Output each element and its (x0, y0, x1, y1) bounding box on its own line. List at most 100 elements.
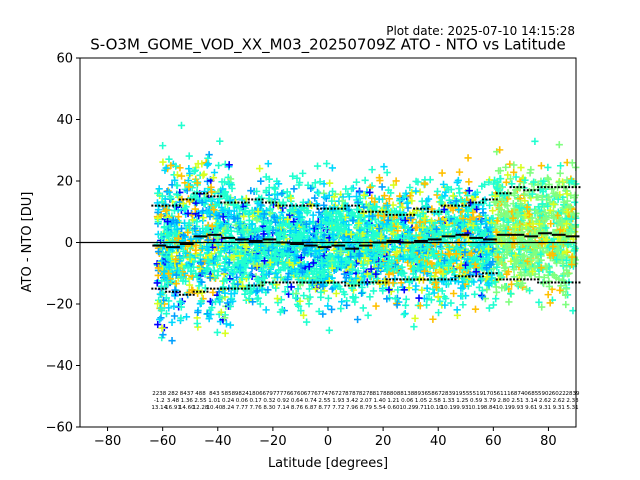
bin-stat-label: 9.93 (511, 405, 524, 411)
scatter-point (168, 318, 176, 326)
scatter-point (563, 197, 571, 205)
scatter-point (191, 166, 199, 174)
scatter-point (570, 193, 579, 202)
scatter-point (293, 174, 301, 182)
scatter-point (260, 266, 268, 274)
scatter-point (185, 281, 194, 289)
spread-dot (323, 281, 326, 284)
scatter-point (486, 201, 494, 209)
spread-dot (327, 207, 329, 210)
bin-stat-label: 8.79 (360, 405, 373, 411)
spread-dot (561, 281, 564, 284)
spread-dot (482, 275, 484, 278)
spread-dot (337, 281, 340, 284)
scatter-point (278, 208, 286, 217)
bin-stat-label: 5867 (428, 391, 442, 397)
spread-dot (265, 281, 267, 284)
bin-stat-label: 10.19 (496, 405, 512, 411)
scatter-point (303, 232, 311, 240)
spread-dot (502, 192, 505, 195)
scatter-point (328, 305, 336, 314)
spread-dot (495, 192, 498, 195)
bin-stat-label: 0.24 (222, 398, 235, 404)
scatter-point (422, 202, 430, 210)
bin-stat-label: 8808 (386, 391, 400, 397)
spread-dot (296, 281, 298, 284)
y-tick-label: −60 (46, 421, 73, 436)
scatter-point (313, 188, 322, 196)
spread-dot (471, 275, 474, 278)
scatter-point (264, 160, 272, 168)
bin-stat-label: 1.33 (442, 398, 455, 404)
spread-dot (406, 213, 409, 216)
scatter-point (252, 288, 260, 297)
spread-dot (482, 272, 484, 275)
scatter-point (239, 270, 248, 278)
scatter-point (217, 308, 225, 316)
spread-dot (178, 290, 181, 293)
spread-dot (254, 284, 257, 287)
scatter-point (299, 311, 308, 319)
spread-dot (289, 281, 292, 284)
spread-dot (206, 195, 209, 198)
scatter-point (205, 151, 213, 159)
scatter-point (215, 161, 223, 170)
bin-stat-label: 9.93 (456, 405, 469, 411)
spread-dot (320, 281, 323, 284)
scatter-point (322, 225, 330, 233)
scatter-point (412, 187, 420, 195)
scatter-point (257, 177, 265, 185)
spread-dot (220, 201, 223, 204)
scatter-point (262, 306, 270, 314)
scatter-point (162, 310, 171, 318)
scatter-point (555, 230, 563, 238)
spread-dot (478, 275, 481, 278)
scatter-point (332, 289, 340, 298)
spread-dot (492, 272, 495, 275)
spread-dot (509, 192, 512, 195)
spread-dot (151, 287, 154, 290)
spread-dot (506, 278, 509, 281)
spread-dot (440, 210, 443, 213)
bin-stat-label: 6874 (510, 391, 524, 397)
spread-dot (457, 204, 460, 207)
scatter-point (505, 298, 513, 306)
scatter-point (416, 188, 424, 196)
spread-dot (361, 281, 364, 284)
scatter-point (226, 321, 235, 329)
scatter-point (534, 193, 542, 201)
scatter-point (504, 171, 512, 179)
scatter-point (290, 185, 298, 193)
spread-dot (485, 272, 488, 275)
bin-stat-label: 1955 (455, 391, 469, 397)
bin-stat-label: 9.61 (525, 405, 537, 411)
scatter-point (358, 289, 366, 297)
bin-stat-label: 2.58 (429, 398, 442, 404)
scatter-point (545, 277, 553, 285)
spread-dot (196, 290, 199, 293)
spread-dot (261, 198, 264, 201)
bin-stat-label: 1705 (483, 391, 497, 397)
scatter-point (203, 161, 211, 169)
scatter-point (221, 329, 229, 337)
scatter-point (359, 304, 367, 312)
y-tick-label: −40 (46, 359, 73, 374)
scatter-point (320, 201, 328, 209)
bin-stat-label: 2.55 (194, 398, 207, 404)
scatter-point (325, 251, 334, 259)
scatter-point (338, 298, 346, 306)
scatter-point (294, 285, 302, 293)
bin-stat-label: 8.30 (263, 405, 276, 411)
spread-dot (516, 186, 519, 189)
scatter-point (229, 276, 237, 284)
spread-dot (482, 201, 484, 204)
spread-dot (251, 198, 254, 201)
spread-dot (351, 284, 354, 287)
bin-stat-label: 8.24 (222, 405, 235, 411)
x-tick-label: 60 (485, 434, 502, 449)
scatter-point (157, 314, 165, 322)
scatter-point (471, 305, 480, 313)
spread-dot (309, 204, 312, 207)
spread-dot (358, 204, 360, 207)
scatter-point (245, 295, 253, 303)
